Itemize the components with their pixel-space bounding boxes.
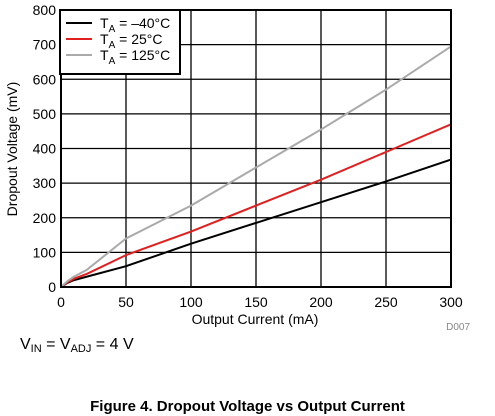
series-line-3 [60,45,452,288]
y-tick-label: 300 [33,175,57,191]
y-tick-label: 600 [33,71,57,87]
x-tick-label: 200 [309,294,333,310]
series-line-2 [60,123,452,288]
y-tick-label: 200 [33,210,57,226]
x-tick-label: 100 [179,294,203,310]
vadj-subscript: ADJ [70,343,92,355]
legend-symbol: T [100,15,109,31]
x-tick-label: 0 [57,294,65,310]
equals-sign: = [41,336,60,353]
legend-label-2: TA = 25°C [100,31,162,51]
y-tick-label: 0 [48,279,56,295]
y-tick-label: 400 [33,141,57,157]
x-axis-title: Output Current (mA) [192,311,319,327]
legend-symbol: T [100,31,109,47]
series-lines [60,45,452,288]
x-tick-label: 150 [244,294,268,310]
legend-subscript: A [109,40,116,51]
y-tick-label: 800 [33,2,57,18]
y-tick-label: 500 [33,106,57,122]
legend-box [59,9,181,75]
axis-ticks: 0 100 200 300 400 500 600 700 800 0 50 100 150 200 250… [33,2,463,310]
y-axis-title: Dropout Voltage (mV) [4,82,20,217]
x-tick-label: 250 [374,294,398,310]
legend-subscript: A [109,56,116,67]
figure-caption: Figure 4. Dropout Voltage vs Output Curr… [90,398,405,415]
legend-value: = –40°C [115,15,170,31]
voltage-value: = 4 V [91,336,134,353]
vadj-symbol: V [59,336,71,353]
legend-subscript: A [109,24,116,35]
legend: TA = –40°CTA = 25°CTA = 125°C [59,9,181,75]
y-tick-label: 700 [33,37,57,53]
test-condition-note: VIN = VADJ = 4 V [20,336,134,355]
y-tick-label: 100 [33,244,57,260]
legend-value: = 25°C [115,31,162,47]
x-tick-label: 50 [118,294,134,310]
legend-label-1: TA = –40°C [100,15,170,35]
legend-label-3: TA = 125°C [100,47,170,67]
vin-subscript: IN [30,343,42,355]
x-tick-label: 300 [439,294,463,310]
vin-symbol: V [20,336,31,353]
legend-symbol: T [100,47,109,63]
legend-value: = 125°C [115,47,170,63]
plot-frame [60,9,452,288]
figure-id-label: D007 [446,322,470,333]
